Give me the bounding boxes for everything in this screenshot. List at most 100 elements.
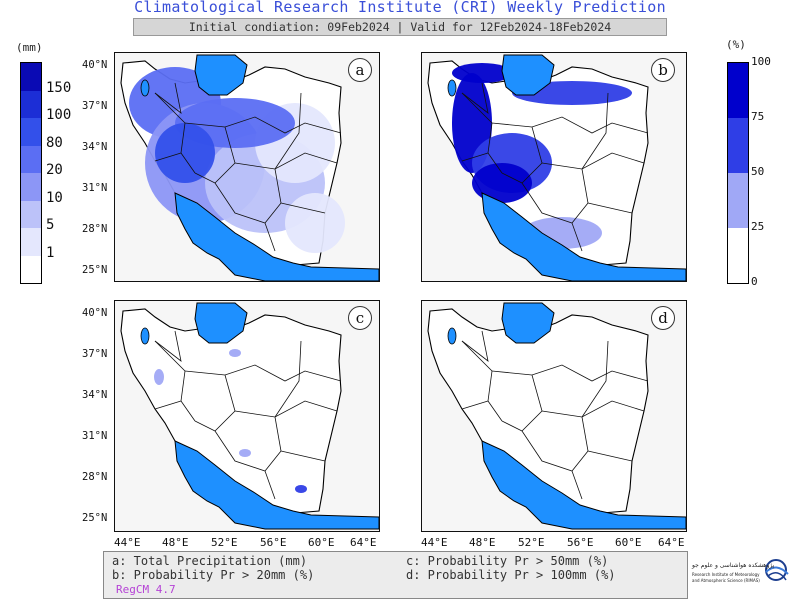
precip-region <box>295 485 307 493</box>
lat-label-top-37: 37°N <box>82 100 108 112</box>
province-border <box>264 222 276 252</box>
model-name: RegCM 4.7 <box>116 583 176 596</box>
province-border <box>234 400 338 418</box>
caption-box: a: Total Precipitation (mm) b: Probabili… <box>103 551 688 599</box>
lon-label-left-48: 48°E <box>162 536 189 549</box>
province-border <box>264 470 276 500</box>
province-border <box>587 202 633 214</box>
province-border <box>461 340 503 422</box>
logo-text-en-2: and Atmospheric Science (RIMAS) <box>692 578 760 583</box>
lake-urmia <box>140 327 150 345</box>
lat-label-bottom-31: 31°N <box>82 430 108 442</box>
legend-swatch <box>728 118 748 174</box>
caption-c: c: Probability Pr > 50mm (%) <box>406 554 609 568</box>
caspian-sea <box>501 54 555 96</box>
lat-label-bottom-25: 25°N <box>82 512 108 524</box>
province-border <box>280 202 326 214</box>
lat-label-bottom-37: 37°N <box>82 348 108 360</box>
lon-label-left-60: 60°E <box>308 536 335 549</box>
province-border <box>274 340 302 418</box>
legend-swatch <box>728 63 748 119</box>
legend-label: 10 <box>46 189 63 206</box>
legend-label: 100 <box>751 55 771 68</box>
province-border <box>194 374 236 432</box>
map-panel-c: c <box>114 300 380 532</box>
province-border <box>234 152 338 170</box>
forecast-period-banner: Initial condiation: 09Feb2024 | Valid fo… <box>133 18 667 36</box>
province-border <box>194 126 236 184</box>
legend-label: 0 <box>751 275 758 288</box>
province-border <box>571 470 583 500</box>
legend-swatch <box>21 200 41 229</box>
legend-label: 25 <box>751 220 765 233</box>
institute-logo-mark <box>765 559 789 581</box>
probability-colorbar <box>727 62 749 284</box>
province-border <box>541 152 645 170</box>
lat-label-top-40: 40°N <box>82 59 108 71</box>
map-panel-b: b <box>421 52 687 282</box>
province-border <box>501 126 543 184</box>
legend-label: 100 <box>46 107 72 123</box>
lake-urmia <box>140 79 150 97</box>
map-a-graphic <box>120 54 379 281</box>
province-border <box>154 92 196 174</box>
page-title: Climatological Research Institute (CRI) … <box>134 0 666 16</box>
legend-label: 5 <box>46 217 55 233</box>
lake-urmia <box>447 327 457 345</box>
lon-label-left-56: 56°E <box>260 536 287 549</box>
province-border <box>274 92 302 170</box>
legend-swatch <box>728 173 748 229</box>
lat-label-bottom-28: 28°N <box>82 471 108 483</box>
lat-label-top-25: 25°N <box>82 264 108 276</box>
province-border <box>154 400 182 410</box>
province-border <box>491 364 649 382</box>
province-border <box>491 116 649 134</box>
lat-label-top-34: 34°N <box>82 141 108 153</box>
legend-swatch <box>21 145 41 174</box>
legend-label: 80 <box>46 134 63 151</box>
legend-label: 20 <box>46 162 63 178</box>
province-border <box>184 116 342 134</box>
province-border <box>461 92 503 174</box>
logo-text-en-1: Research Institute of Meteorology <box>692 572 760 577</box>
precip-region <box>285 193 345 253</box>
map-d-graphic <box>427 302 686 530</box>
lat-label-top-28: 28°N <box>82 223 108 235</box>
province-border <box>154 82 182 114</box>
lon-label-right-60: 60°E <box>615 536 642 549</box>
map-c-graphic <box>120 302 379 530</box>
province-border <box>154 152 182 162</box>
legend-swatch <box>21 255 41 283</box>
map-b-graphic <box>427 54 686 281</box>
province-border <box>461 400 489 410</box>
legend-label: 150 <box>46 79 72 96</box>
legend-label: 50 <box>751 165 765 178</box>
legend-swatch <box>21 173 41 202</box>
lon-label-left-44: 44°E <box>114 536 141 549</box>
legend-left-unit: (mm) <box>16 41 43 54</box>
province-border <box>571 222 583 252</box>
lon-label-right-64: 64°E <box>658 536 685 549</box>
precip-region <box>229 349 241 357</box>
province-border <box>587 450 633 462</box>
logo-text-fa: پژوهشکده هواشناسی و علوم جو <box>692 562 775 569</box>
province-border <box>501 374 543 432</box>
institute-logo: پژوهشکده هواشناسی و علوم جو Research Ins… <box>690 556 798 596</box>
province-border <box>581 92 609 170</box>
legend-swatch <box>728 228 748 283</box>
map-panel-a: a <box>114 52 380 282</box>
lake-urmia <box>447 79 457 97</box>
precip-colorbar <box>20 62 42 284</box>
legend-label: 75 <box>751 110 765 123</box>
province-border <box>461 82 489 114</box>
lat-label-bottom-40: 40°N <box>82 307 108 319</box>
precip-region <box>472 163 532 203</box>
legend-swatch <box>21 90 41 119</box>
precip-region <box>452 63 512 83</box>
legend-swatch <box>21 118 41 147</box>
province-border <box>461 152 489 162</box>
lon-label-right-52: 52°E <box>518 536 545 549</box>
lon-label-right-44: 44°E <box>421 536 448 549</box>
lon-label-right-56: 56°E <box>567 536 594 549</box>
precip-region <box>155 123 215 183</box>
